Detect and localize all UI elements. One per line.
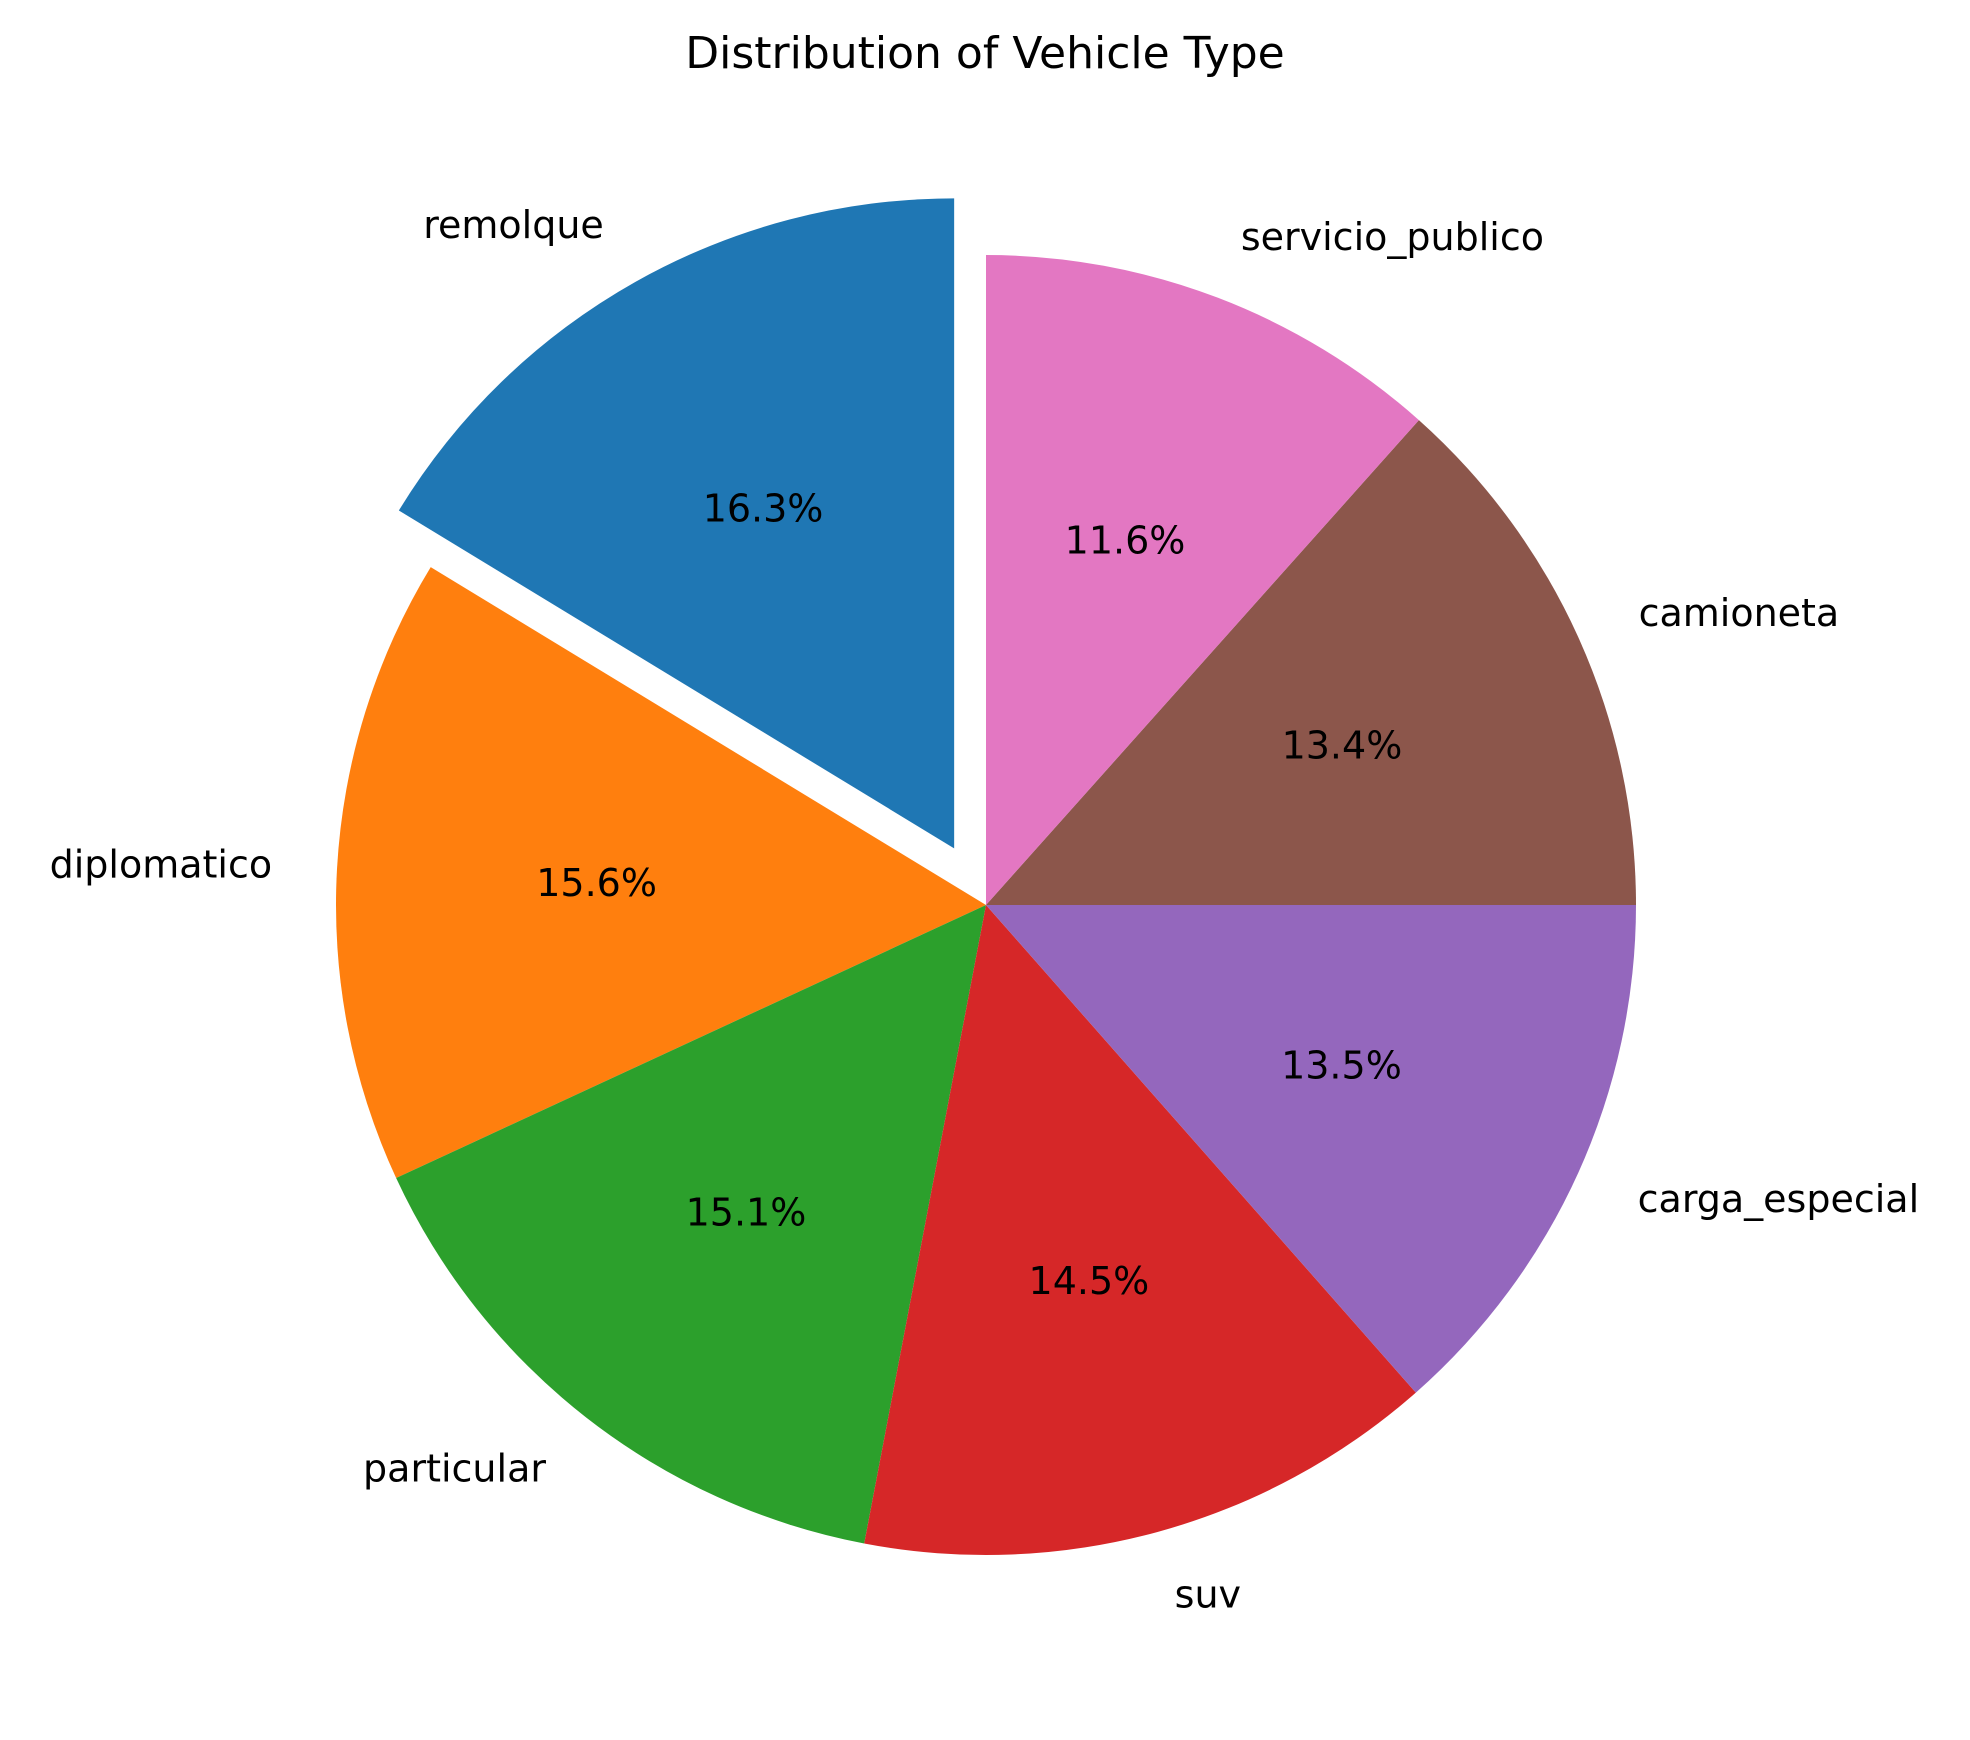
slice-label-diplomatico: diplomatico xyxy=(50,843,273,887)
slice-percent-particular: 15.1% xyxy=(686,1190,807,1234)
slice-percent-carga-especial: 13.5% xyxy=(1281,1043,1402,1087)
pie-slice-suv xyxy=(864,905,1416,1555)
pie-labels: remolque 16.3% diplomatico 15.6% particular 1… xyxy=(50,203,1920,1617)
pie-slice-servicio-publico xyxy=(986,255,1419,905)
pie-slice-diplomatico xyxy=(335,567,986,1179)
pie-slice-particular xyxy=(396,905,986,1544)
slice-percent-suv: 14.5% xyxy=(1029,1259,1150,1303)
slice-label-carga-especial: carga_especial xyxy=(1638,1177,1920,1221)
slice-percent-camioneta: 13.4% xyxy=(1282,724,1403,768)
slice-label-camioneta: camioneta xyxy=(1639,591,1840,635)
chart-title: Distribution of Vehicle Type xyxy=(685,28,1284,79)
slice-label-remolque: remolque xyxy=(423,203,604,247)
slice-label-servicio-publico: servicio_publico xyxy=(1241,215,1544,259)
pie-slices xyxy=(335,198,1637,1555)
slice-percent-servicio-publico: 11.6% xyxy=(1065,519,1186,563)
pie-slice-camioneta xyxy=(986,420,1637,905)
slice-percent-diplomatico: 15.6% xyxy=(536,861,657,905)
slice-percent-remolque: 16.3% xyxy=(703,486,824,530)
pie-slice-remolque xyxy=(398,198,955,849)
pie-slice-carga-especial xyxy=(986,905,1637,1393)
slice-label-suv: suv xyxy=(1175,1573,1241,1617)
slice-label-particular: particular xyxy=(363,1447,546,1491)
